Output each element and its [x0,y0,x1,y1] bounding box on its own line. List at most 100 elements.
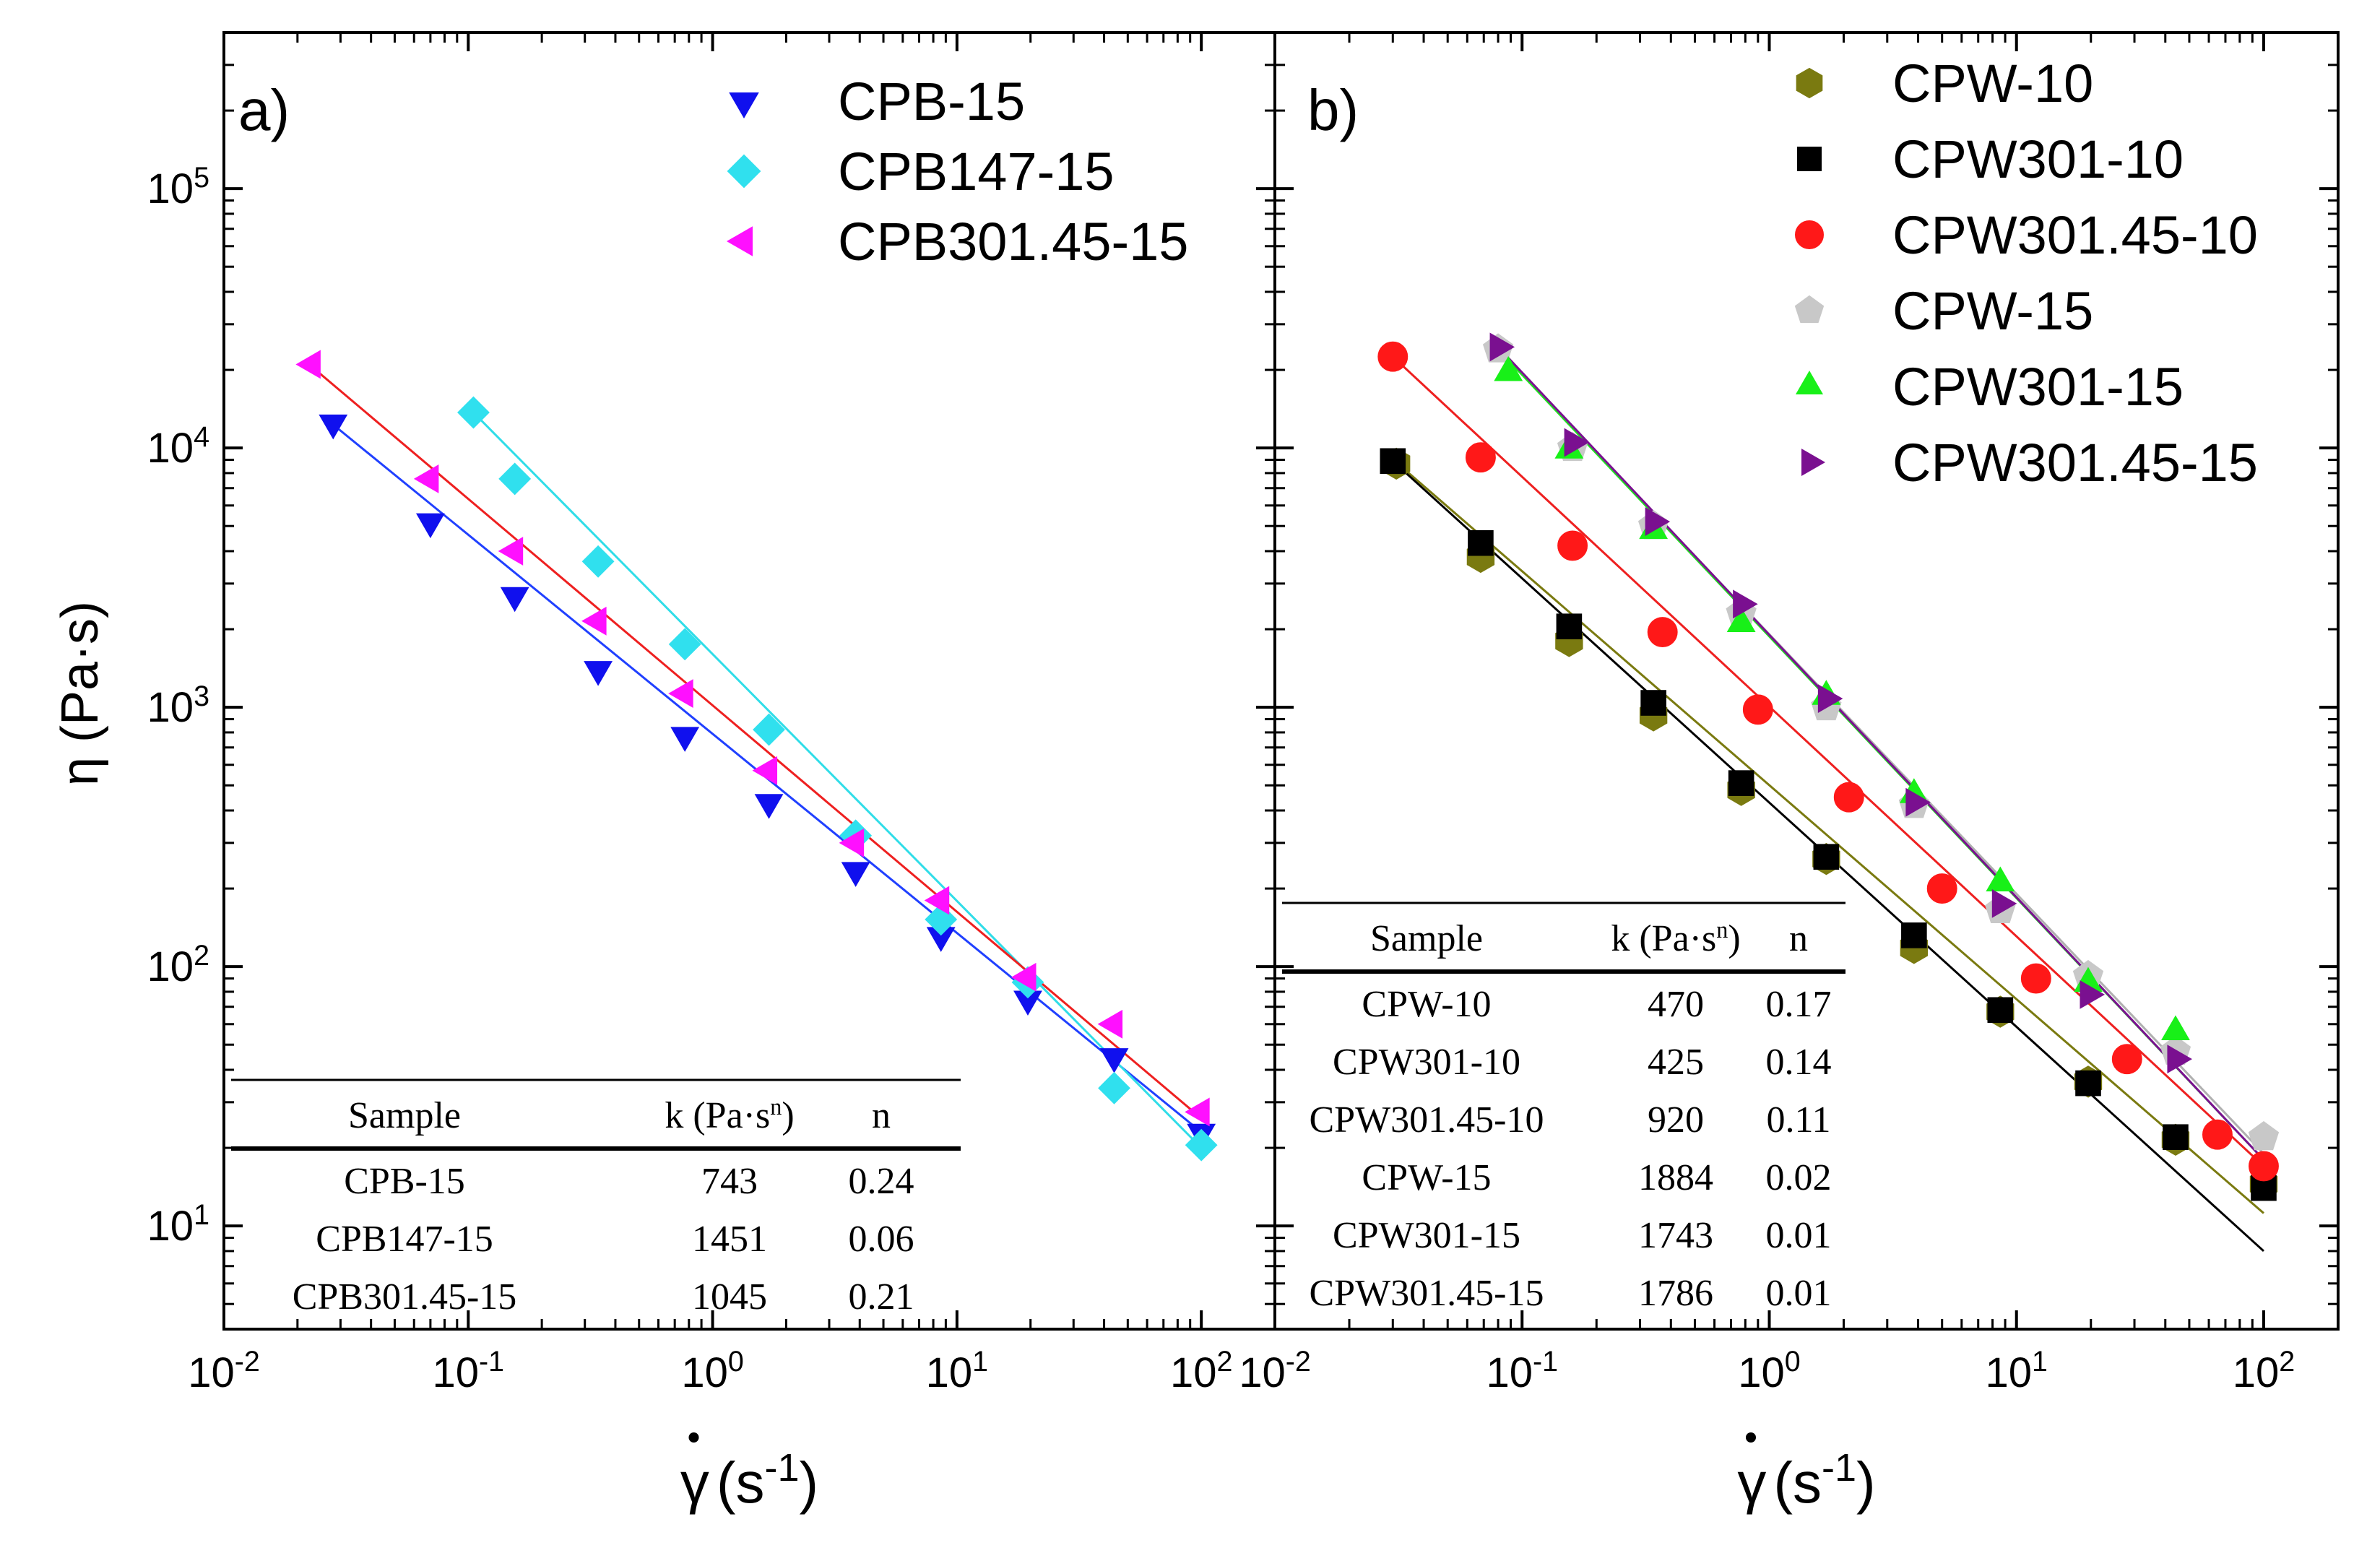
tick-label-exp: 1 [2032,1346,2048,1378]
data-point [1991,888,2017,918]
table-header: Sample [348,1095,461,1136]
x-axis-unit-close: ) [800,1450,819,1515]
data-point [1733,589,1758,619]
legend-marker [1801,448,1826,477]
data-point [500,587,529,613]
table-cell: 1743 [1638,1215,1713,1256]
tick-label-exp: 2 [194,940,209,972]
legend-marker [727,154,761,189]
tick-label-base: 10 [147,684,194,731]
legend-label: CPW301.45-10 [1892,205,2258,265]
tick-label-exp: 0 [728,1346,744,1378]
data-point [2163,1124,2189,1151]
data-point [841,862,870,887]
data-point [1097,1009,1123,1039]
x-tick-label: 10-2 [1239,1346,1311,1396]
x-tick-label: 10-2 [188,1346,260,1396]
data-point [498,537,524,566]
x-tick-label: 100 [1738,1346,1800,1396]
y-axis-label: η (Pa·s) [51,601,109,786]
data-point [1647,617,1678,647]
data-point [2080,980,2105,1009]
x-axis-unit: (s [1773,1450,1822,1515]
data-point [2020,963,2051,994]
x-axis-symbol: γ [680,1450,709,1515]
table-header: k (Pa·sn) [1611,917,1740,959]
table-header: Sample [1370,918,1483,959]
table-cell: 0.24 [849,1161,914,1202]
data-point [1813,844,1840,870]
table-header-close: ) [1728,918,1740,959]
data-point [319,414,348,440]
fit-line [1395,461,2264,1214]
data-point [1645,507,1671,537]
fit-line [472,412,1203,1149]
x-axis-unit: (s [717,1450,765,1515]
table-header-text: n [1789,918,1808,959]
data-point [1833,782,1864,813]
data-point [1185,1128,1218,1162]
gamma-dot [688,1432,699,1443]
tick-label-exp: 5 [194,162,209,194]
series-cpw301-45-15 [1489,332,2192,1074]
table-cell: 425 [1648,1042,1704,1083]
data-point [1742,694,1773,725]
table-cell: 0.11 [1766,1099,1830,1141]
series-cpw-10 [1382,447,2278,1201]
data-point [581,606,607,636]
table-cell: CPW301-15 [1333,1215,1520,1256]
data-point [670,727,700,752]
data-point [1465,442,1496,473]
tick-label-exp: -1 [479,1346,504,1378]
tick-label-base: 10 [2233,1349,2280,1396]
legend-marker [1794,295,1825,324]
legend-label: CPW301-10 [1892,129,2184,189]
legend: CPW-10 CPW301-10 CPW301.45-10 CPW-15 CPW301-… [1794,53,2258,493]
y-tick-label: 104 [147,421,209,472]
legend-label: CPW-15 [1892,281,2093,341]
table-cell: 0.01 [1766,1273,1832,1314]
table-cell: 1786 [1638,1273,1713,1314]
data-point [1557,530,1588,561]
table-header: n [1789,918,1808,959]
x-tick-label: 102 [1170,1346,1232,1396]
legend-marker [726,226,753,256]
table-cell: 1451 [692,1219,767,1260]
data-point [2248,1120,2280,1151]
table-header-text: n [872,1095,891,1136]
y-axis-unit: (Pa·s) [51,601,109,743]
legend-label: CPB-15 [838,72,1025,131]
data-point [1926,873,1957,904]
legend-marker [1797,147,1822,171]
tick-label-base: 10 [1170,1349,1217,1396]
table-cell: CPW-10 [1362,984,1491,1025]
tick-label-base: 10 [681,1349,728,1396]
data-point [2161,1015,2190,1041]
plot-frame [1273,31,2340,1331]
data-point [1185,1097,1210,1127]
data-point [668,628,701,661]
data-point [2202,1119,2233,1150]
table-cell: CPB147-15 [316,1219,493,1260]
table-cell: 0.06 [849,1219,914,1260]
tick-label-exp: 1 [194,1199,209,1231]
tick-label-base: 10 [433,1349,480,1396]
data-point [1556,613,1583,640]
tick-label-base: 10 [188,1349,235,1396]
series-cpw301-45-10 [1377,341,2279,1182]
tick-label-base: 10 [1986,1349,2033,1396]
x-tick-label: 100 [681,1346,743,1396]
data-point [413,464,439,493]
table-cell: 1045 [692,1276,767,1318]
table-cell: 0.21 [849,1276,914,1318]
table-header: k (Pa·sn) [665,1094,794,1136]
data-point [753,713,785,746]
y-tick-label: 101 [147,1199,209,1250]
panel-label: b) [1307,78,1359,142]
data-point [1377,341,1408,372]
tick-label-base: 10 [147,165,194,212]
data-point [1901,922,1927,948]
table-cell: CPB-15 [344,1161,465,1202]
